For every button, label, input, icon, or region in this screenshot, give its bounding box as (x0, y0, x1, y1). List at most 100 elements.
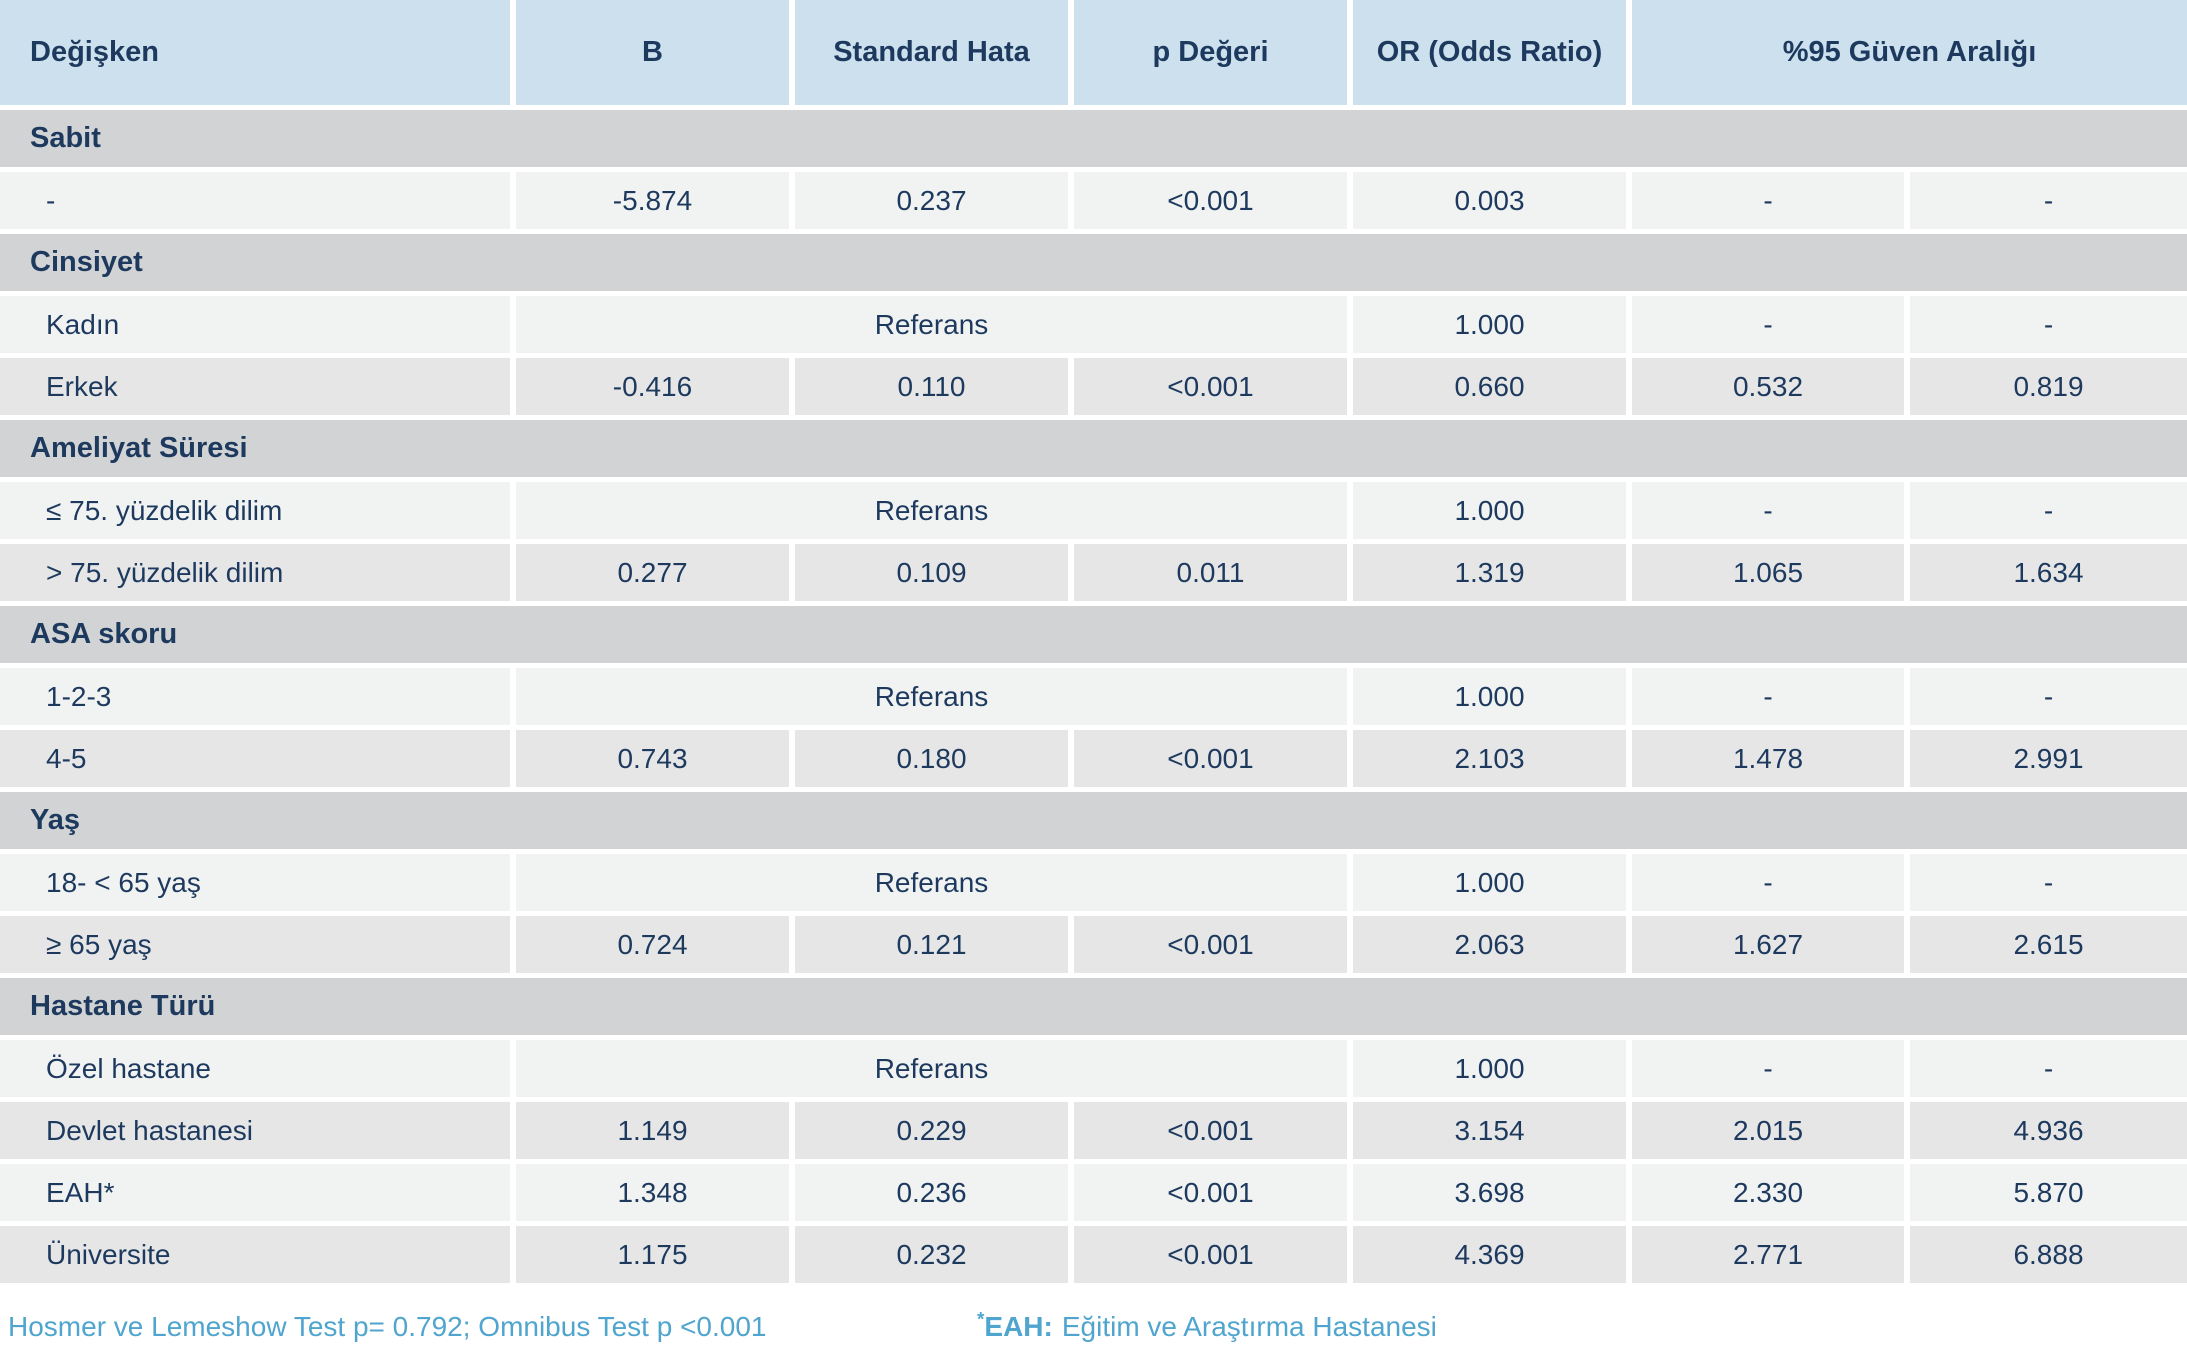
cell-ci-low: 2.330 (1632, 1164, 1904, 1221)
section-row-ameliyat-suresi: Ameliyat Süresi (0, 420, 2187, 477)
cell-ci-low: - (1632, 482, 1904, 539)
cell-referans: Referans (516, 668, 1347, 725)
footnote-abbrev: EAH: (984, 1311, 1053, 1342)
cell-ci-low: 0.532 (1632, 358, 1904, 415)
cell-p: <0.001 (1074, 730, 1347, 787)
cell-se: 0.237 (795, 172, 1068, 229)
table-footnotes: Hosmer ve Lemeshow Test p= 0.792; Omnibu… (0, 1283, 2187, 1371)
row-label: ≥ 65 yaş (0, 916, 510, 973)
cell-ci-low: 2.771 (1632, 1226, 1904, 1283)
section-row-cinsiyet: Cinsiyet (0, 234, 2187, 291)
cell-or: 1.319 (1353, 544, 1626, 601)
cell-se: 0.232 (795, 1226, 1068, 1283)
model-fit-note: Hosmer ve Lemeshow Test p= 0.792; Omnibu… (8, 1311, 767, 1342)
cell-or: 0.660 (1353, 358, 1626, 415)
cell-ci-low: - (1632, 668, 1904, 725)
cell-referans: Referans (516, 296, 1347, 353)
cell-p: <0.001 (1074, 1164, 1347, 1221)
cell-b: -5.874 (516, 172, 789, 229)
cell-se: 0.180 (795, 730, 1068, 787)
section-row-hastane-turu: Hastane Türü (0, 978, 2187, 1035)
cell-ci-high: - (1910, 668, 2187, 725)
row-label: 1-2-3 (0, 668, 510, 725)
cell-se: 0.236 (795, 1164, 1068, 1221)
header-cell-ci: %95 Güven Aralığı (1632, 0, 2187, 105)
row-label: 18- < 65 yaş (0, 854, 510, 911)
row-label: Kadın (0, 296, 510, 353)
cell-or: 3.154 (1353, 1102, 1626, 1159)
cell-ci-high: - (1910, 854, 2187, 911)
cell-or: 2.103 (1353, 730, 1626, 787)
cell-ci-high: - (1910, 482, 2187, 539)
cell-ci-low: - (1632, 172, 1904, 229)
cell-ci-high: - (1910, 1040, 2187, 1097)
cell-ci-low: - (1632, 296, 1904, 353)
row-label: Erkek (0, 358, 510, 415)
cell-ci-high: 1.634 (1910, 544, 2187, 601)
cell-referans: Referans (516, 854, 1347, 911)
cell-ci-high: 6.888 (1910, 1226, 2187, 1283)
cell-ci-high: - (1910, 296, 2187, 353)
row-label: Üniversite (0, 1226, 510, 1283)
cell-ci-high: 5.870 (1910, 1164, 2187, 1221)
cell-ci-low: 2.015 (1632, 1102, 1904, 1159)
cell-ci-low: - (1632, 1040, 1904, 1097)
eah-footnote: *EAH: Eğitim ve Araştırma Hastanesi (977, 1311, 1437, 1343)
cell-or: 3.698 (1353, 1164, 1626, 1221)
cell-ci-high: 2.615 (1910, 916, 2187, 973)
row-label: Özel hastane (0, 1040, 510, 1097)
header-cell-b: B (516, 0, 789, 105)
row-label: - (0, 172, 510, 229)
row-label: EAH* (0, 1164, 510, 1221)
row-label: > 75. yüzdelik dilim (0, 544, 510, 601)
cell-or: 1.000 (1353, 668, 1626, 725)
row-label: 4-5 (0, 730, 510, 787)
cell-or: 1.000 (1353, 854, 1626, 911)
section-row-yas: Yaş (0, 792, 2187, 849)
cell-se: 0.110 (795, 358, 1068, 415)
cell-p: <0.001 (1074, 916, 1347, 973)
cell-p: <0.001 (1074, 1102, 1347, 1159)
cell-or: 1.000 (1353, 296, 1626, 353)
cell-b: 1.149 (516, 1102, 789, 1159)
row-label: Devlet hastanesi (0, 1102, 510, 1159)
cell-p: <0.001 (1074, 358, 1347, 415)
cell-ci-high: 2.991 (1910, 730, 2187, 787)
cell-or: 2.063 (1353, 916, 1626, 973)
header-cell-se: Standard Hata (795, 0, 1068, 105)
cell-b: 0.724 (516, 916, 789, 973)
footnote-text: Eğitim ve Araştırma Hastanesi (1061, 1311, 1437, 1342)
cell-or: 4.369 (1353, 1226, 1626, 1283)
cell-referans: Referans (516, 1040, 1347, 1097)
cell-se: 0.109 (795, 544, 1068, 601)
cell-referans: Referans (516, 482, 1347, 539)
header-cell-variable: Değişken (0, 0, 510, 105)
cell-p: <0.001 (1074, 172, 1347, 229)
cell-ci-high: 4.936 (1910, 1102, 2187, 1159)
cell-ci-low: 1.478 (1632, 730, 1904, 787)
cell-b: 1.348 (516, 1164, 789, 1221)
cell-b: 1.175 (516, 1226, 789, 1283)
cell-b: 0.743 (516, 730, 789, 787)
cell-se: 0.121 (795, 916, 1068, 973)
footnote-asterisk: * (977, 1309, 985, 1331)
header-cell-p: p Değeri (1074, 0, 1347, 105)
regression-table: Değişken B Standard Hata p Değeri OR (Od… (0, 0, 2187, 1283)
cell-b: -0.416 (516, 358, 789, 415)
cell-ci-low: 1.065 (1632, 544, 1904, 601)
cell-se: 0.229 (795, 1102, 1068, 1159)
cell-ci-low: - (1632, 854, 1904, 911)
cell-ci-high: 0.819 (1910, 358, 2187, 415)
cell-or: 1.000 (1353, 482, 1626, 539)
cell-ci-high: - (1910, 172, 2187, 229)
cell-p: <0.001 (1074, 1226, 1347, 1283)
cell-ci-low: 1.627 (1632, 916, 1904, 973)
cell-b: 0.277 (516, 544, 789, 601)
section-row-asa-skoru: ASA skoru (0, 606, 2187, 663)
header-cell-or: OR (Odds Ratio) (1353, 0, 1626, 105)
cell-or: 0.003 (1353, 172, 1626, 229)
cell-or: 1.000 (1353, 1040, 1626, 1097)
row-label: ≤ 75. yüzdelik dilim (0, 482, 510, 539)
cell-p: 0.011 (1074, 544, 1347, 601)
section-row-sabit: Sabit (0, 110, 2187, 167)
